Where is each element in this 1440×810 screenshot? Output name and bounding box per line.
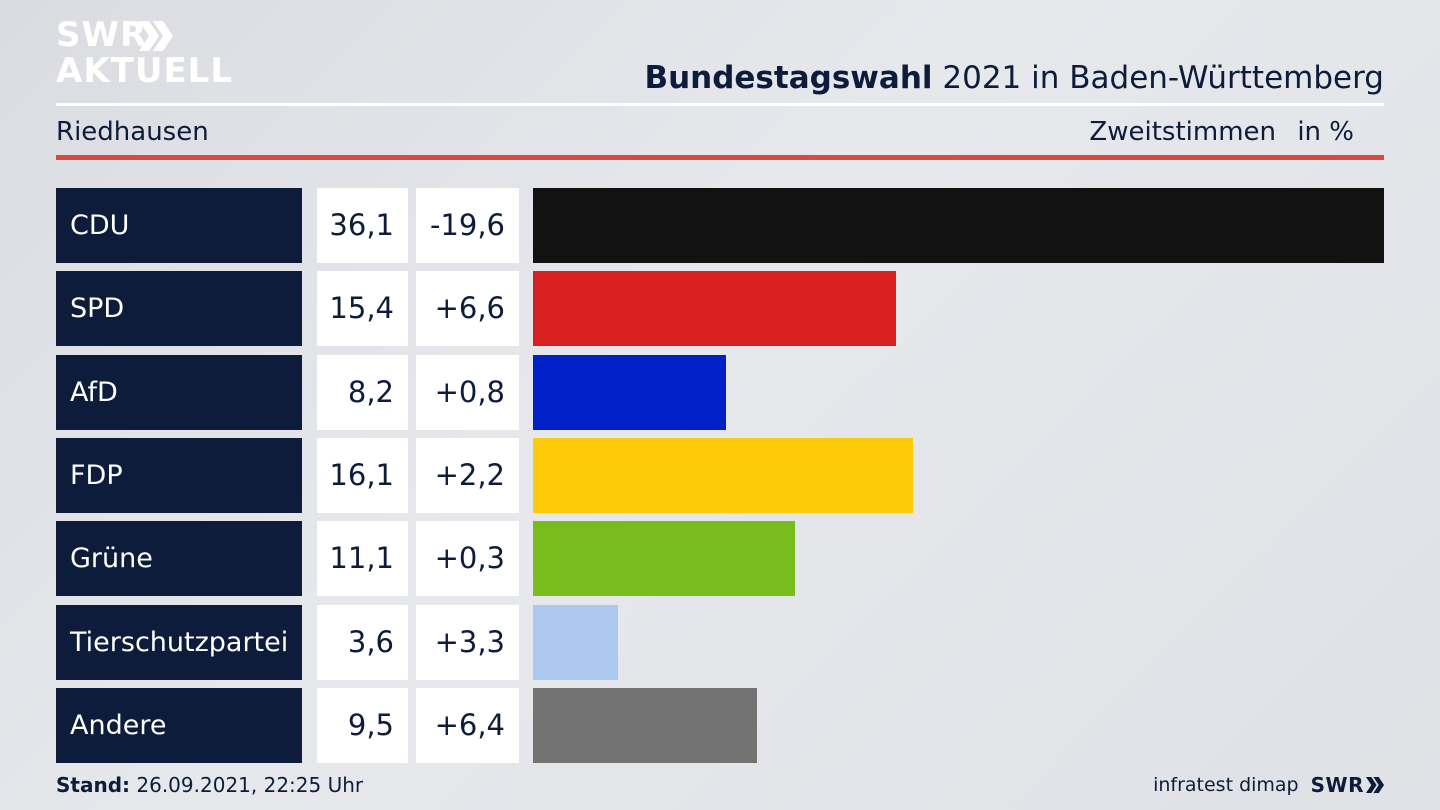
- swr-brand: SWR: [1311, 773, 1384, 797]
- chart-row: Tierschutzpartei 3,6 +3,3: [56, 605, 1384, 680]
- chevron-double-icon: [1366, 777, 1384, 793]
- chart-row: CDU 36,1 -19,6: [56, 188, 1384, 263]
- vote-share-value: 16,1: [317, 438, 408, 513]
- source-label: infratest dimap: [1153, 774, 1299, 796]
- bar: [533, 521, 795, 596]
- unit-label: in %: [1297, 117, 1354, 147]
- change-value: +0,3: [416, 521, 519, 596]
- vote-share-value: 3,6: [317, 605, 408, 680]
- swr-brand-text: SWR: [1310, 773, 1364, 797]
- location-label: Riedhausen: [56, 117, 209, 147]
- bar: [533, 188, 1384, 263]
- vote-share-value: 11,1: [317, 521, 408, 596]
- change-value: +0,8: [416, 355, 519, 430]
- party-label: CDU: [56, 188, 302, 263]
- party-label: SPD: [56, 271, 302, 346]
- vote-share-value: 8,2: [317, 355, 408, 430]
- bar: [533, 355, 726, 430]
- header-divider: [56, 103, 1384, 106]
- timestamp: Stand: 26.09.2021, 22:25 Uhr: [56, 771, 363, 799]
- change-value: +3,3: [416, 605, 519, 680]
- change-value: -19,6: [416, 188, 519, 263]
- bar: [533, 438, 913, 513]
- logo-swr-text: SWR: [56, 15, 148, 55]
- party-label: AfD: [56, 355, 302, 430]
- bar: [533, 605, 618, 680]
- bar: [533, 271, 896, 346]
- title-rest: 2021 in Baden-Württemberg: [942, 60, 1384, 96]
- chart-row: Andere 9,5 +6,4: [56, 688, 1384, 763]
- party-label: Grüne: [56, 521, 302, 596]
- chart-row: FDP 16,1 +2,2: [56, 438, 1384, 513]
- vote-share-value: 15,4: [317, 271, 408, 346]
- vote-share-value: 36,1: [317, 188, 408, 263]
- party-label: FDP: [56, 438, 302, 513]
- chart-row: SPD 15,4 +6,6: [56, 271, 1384, 346]
- swr-aktuell-logo: SWR AKTUELL: [56, 15, 232, 90]
- chart-title: Bundestagswahl 2021 in Baden-Württemberg: [644, 58, 1384, 98]
- title-bold: Bundestagswahl: [644, 60, 933, 96]
- footer-credits: infratest dimap SWR: [1153, 771, 1384, 799]
- chart-row: Grüne 11,1 +0,3: [56, 521, 1384, 596]
- stand-label: Stand:: [56, 773, 131, 797]
- stand-value: 26.09.2021, 22:25 Uhr: [136, 773, 364, 797]
- change-value: +2,2: [416, 438, 519, 513]
- logo-aktuell-text: AKTUELL: [56, 51, 234, 91]
- party-label: Andere: [56, 688, 302, 763]
- chart-row: AfD 8,2 +0,8: [56, 355, 1384, 430]
- change-value: +6,4: [416, 688, 519, 763]
- chevron-double-icon: [139, 21, 173, 51]
- vote-share-value: 9,5: [317, 688, 408, 763]
- party-label: Tierschutzpartei: [56, 605, 302, 680]
- measure-label: Zweitstimmen: [1089, 117, 1276, 147]
- bar: [533, 688, 757, 763]
- change-value: +6,6: [416, 271, 519, 346]
- accent-divider: [56, 155, 1384, 160]
